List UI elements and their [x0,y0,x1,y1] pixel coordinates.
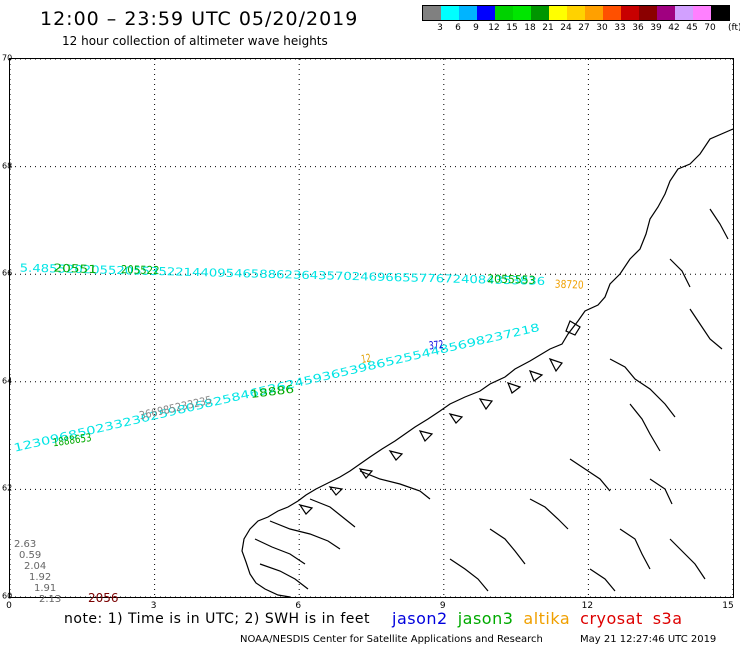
footer-credit: NOAA/NESDIS Center for Satellite Applica… [240,634,543,645]
legend-swatch [567,6,585,20]
low-value-stack: 2.63 0.59 2.04 1.92 1.91 2.13 [14,539,61,605]
low-value: 0.59 [19,550,42,561]
legend-swatch [513,6,531,20]
map-canvas: 5.48552020552055352214409546588623643570… [10,59,733,597]
legend-label: 27 [578,23,590,33]
footer-note: note: 1) Time is in UTC; 2) SWH is in fe… [64,611,371,627]
track-values: 18886 [250,383,295,401]
track-values: 5.48552020552055352214409546588623643570… [20,262,546,288]
track-values: 1888653 [52,431,92,449]
legend-swatch [585,6,603,20]
coastline [241,128,733,597]
x-axis-label: 9 [439,601,446,611]
coastline-inland-2 [589,208,729,592]
graticule [10,59,733,597]
low-value: 2.63 [14,539,37,550]
map-title: 12:00 – 23:59 UTC 05/20/2019 [40,8,359,30]
x-axis-label: 12 [581,601,594,611]
track-values: 12 [360,351,372,365]
y-axis-label: 62 [2,483,13,493]
legend-labels: 3 6 9 12 15 18 21 24 27 30 33 36 39 42 45 70 [422,23,730,35]
legend-label: 45 [686,23,698,33]
legend-label: 15 [506,23,518,33]
coastline-main [241,128,733,597]
x-axis-label: 3 [150,601,157,611]
legend-swatch [531,6,549,20]
legend-label: 6 [455,23,461,33]
low-value: 2.04 [24,561,47,572]
low-value: 1.91 [34,583,57,594]
satellite-legend: jason2 jason3 altika cryosat s3a [392,609,693,628]
legend-swatch [675,6,693,20]
legend-swatch [621,6,639,20]
track-values: 372 [428,338,444,353]
legend-label: 18 [524,23,536,33]
legend-swatch [711,6,729,20]
satellite-name: altika [523,609,571,628]
legend-swatch [603,6,621,20]
map-panel: 5.48552020552055352214409546588623643570… [9,58,734,598]
legend-label: 30 [596,23,608,33]
legend-label: 24 [560,23,572,33]
legend-swatch [693,6,711,20]
legend-label: 33 [614,23,626,33]
low-value: 2.13 [39,594,62,605]
legend-swatch [657,6,675,20]
x-axis-label: 15 [722,601,734,611]
legend-label: 42 [668,23,680,33]
map-subtitle: 12 hour collection of altimeter wave hei… [62,34,328,48]
legend-swatch [549,6,567,20]
legend-label: 21 [542,23,554,33]
x-axis-label: 6 [295,601,302,611]
legend-label: 12 [488,23,500,33]
y-axis-label: 70 [2,53,13,63]
legend-swatch [423,6,441,20]
coastline-inland-1 [449,358,676,592]
track-values: 38720 [555,278,584,292]
legend-unit: (ft) [728,23,740,33]
track-values: 20551 [53,262,97,277]
legend-label: 3 [437,23,443,33]
legend-label: 70 [704,23,716,33]
altimeter-tracks: 5.48552020552055352214409546588623643570… [13,262,584,455]
y-axis-label: 68 [2,161,13,171]
coastline-fjords [254,470,431,590]
footer-timestamp: May 21 12:27:46 UTC 2019 [580,634,717,645]
legend-swatch [477,6,495,20]
legend-swatch [639,6,657,20]
satellite-name: s3a [652,609,683,628]
satellite-name: cryosat [580,609,643,628]
track-tag: 2056 [88,591,119,605]
x-axis-label: 0 [6,601,12,611]
track-values: 366985233235 [138,394,213,423]
low-value: 1.92 [29,572,52,583]
legend-swatch [459,6,477,20]
legend-swatch [495,6,513,20]
y-axis-label: 60 [2,591,13,601]
track-values: 2055553 [487,272,536,287]
y-axis-label: 66 [2,268,13,278]
legend-swatches [422,5,730,21]
legend-label: 36 [632,23,644,33]
track-values: 205522 [121,263,160,277]
satellite-name: jason2 [392,609,448,628]
legend-label: 39 [650,23,662,33]
y-axis-label: 64 [2,376,13,386]
legend-swatch [441,6,459,20]
satellite-name: jason3 [457,609,514,628]
legend-label: 9 [473,23,479,33]
